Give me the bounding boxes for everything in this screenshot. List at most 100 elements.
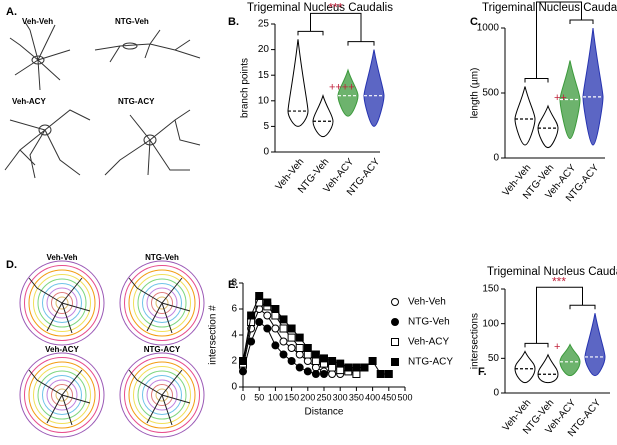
marker	[295, 350, 304, 359]
neuron	[9, 21, 71, 91]
marker	[303, 350, 312, 359]
marker	[384, 370, 393, 378]
marker	[328, 357, 337, 365]
significance: ++	[554, 92, 567, 104]
y-tick-label: 4	[231, 330, 237, 341]
marker	[336, 366, 345, 375]
panel-a: A. Veh-Veh NTG-Veh Veh-ACY NTG-ACY	[4, 6, 201, 179]
marker	[287, 333, 296, 342]
violin	[312, 94, 334, 138]
marker	[352, 363, 361, 372]
violin	[337, 68, 359, 117]
sholl-ring	[124, 265, 200, 341]
y-tick-label: 6	[231, 304, 237, 315]
sholl-ring	[33, 366, 91, 424]
violin	[559, 343, 581, 377]
violin	[537, 353, 559, 384]
legend-marker	[391, 338, 399, 346]
sholl-ring	[142, 283, 182, 323]
sholl-ring	[142, 375, 182, 415]
sholl-ring	[24, 357, 100, 433]
sholl-ring	[19, 352, 105, 438]
y-tick-label: 100	[482, 318, 499, 329]
y-tick-label: 10	[258, 95, 270, 106]
bracket	[524, 1, 594, 83]
marker	[303, 367, 312, 376]
sholl-ring	[133, 274, 191, 332]
neuron	[94, 29, 201, 63]
panel-letter: C.	[470, 16, 481, 28]
sholl-ring	[155, 296, 169, 310]
marker	[295, 344, 304, 352]
legend-label: NTG-Veh	[408, 317, 450, 328]
sholl-ring	[24, 265, 100, 341]
chart-title: Trigeminal Nucleus Caudalis	[247, 2, 393, 14]
sholl-ring	[128, 361, 196, 429]
sholl-ring	[55, 296, 69, 310]
legend-label: Veh-ACY	[408, 337, 449, 348]
x-tick-label: 350	[349, 392, 364, 402]
neuron	[4, 109, 91, 179]
significance: ***	[552, 274, 566, 288]
y-tick-label: 0	[493, 153, 499, 164]
violin	[514, 86, 536, 146]
panel-letter: A.	[6, 6, 17, 18]
marker	[320, 370, 328, 378]
sholl-ring	[124, 357, 200, 433]
x-tick-label: 400	[365, 392, 380, 402]
panel-letter: E.	[228, 279, 238, 291]
marker	[271, 305, 280, 313]
marker	[279, 324, 288, 333]
sholl-ring	[42, 375, 82, 415]
legend-marker	[391, 358, 399, 366]
marker	[303, 344, 312, 352]
significance: ***	[328, 1, 342, 15]
marker	[311, 363, 320, 372]
y-tick-label: 1000	[477, 23, 500, 34]
sholl-label: NTG-Veh	[145, 253, 179, 262]
y-tick-label: 0	[263, 147, 269, 158]
y-axis-label: intersection #	[208, 305, 219, 365]
neuron-label: NTG-ACY	[118, 97, 155, 106]
marker	[344, 363, 353, 372]
y-tick-label: 500	[482, 88, 499, 99]
y-tick-label: 20	[258, 44, 270, 55]
soma	[122, 42, 138, 50]
marker	[368, 357, 377, 365]
marker	[328, 370, 337, 378]
violin	[287, 39, 309, 127]
sholl-label: NTG-ACY	[144, 345, 181, 354]
marker	[352, 370, 361, 378]
bracket	[297, 12, 375, 46]
x-tick-label: 300	[333, 392, 348, 402]
sholl-ring	[51, 384, 73, 406]
neuron-label: Veh-ACY	[12, 97, 46, 106]
sholl-ring	[133, 366, 191, 424]
y-tick-label: 25	[258, 19, 270, 30]
marker	[247, 311, 256, 320]
marker	[328, 363, 337, 372]
x-axis-label: Distance	[305, 407, 344, 418]
sholl-ring	[55, 388, 69, 402]
y-tick-label: 150	[482, 284, 499, 295]
violin	[582, 27, 604, 146]
neuron-label: NTG-Veh	[115, 17, 149, 26]
y-tick-label: 5	[263, 121, 269, 132]
sholl-ring	[37, 278, 87, 328]
marker	[287, 324, 296, 333]
marker	[287, 357, 296, 365]
y-tick-label: 0	[493, 388, 499, 399]
sholl-ring	[37, 370, 87, 420]
marker	[336, 359, 345, 368]
panel-d: D. Veh-Veh NTG-Veh Veh-ACY NTG-ACY	[6, 253, 205, 438]
marker	[263, 311, 272, 320]
sholl-ring	[137, 370, 187, 420]
marker	[279, 337, 288, 346]
y-axis-label: length (µm)	[470, 68, 481, 119]
violin	[537, 104, 559, 149]
y-tick-label: 50	[488, 353, 500, 364]
sholl-label: Veh-ACY	[45, 345, 79, 354]
marker	[239, 357, 247, 365]
sholl-ring	[155, 388, 169, 402]
